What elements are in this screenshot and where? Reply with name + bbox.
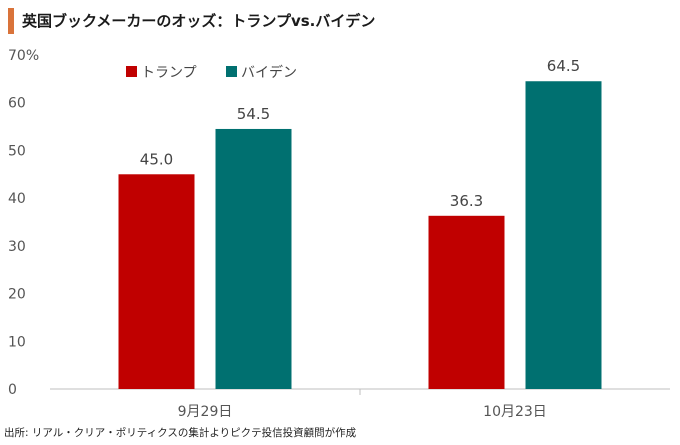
y-tick-label: 0	[8, 382, 17, 398]
legend-swatch	[126, 66, 137, 77]
bar	[428, 215, 505, 389]
title-accent-bar	[8, 8, 14, 34]
y-tick-label: 70%	[8, 48, 39, 64]
y-tick-label: 40	[8, 191, 26, 207]
y-tick-label: 60	[8, 96, 26, 112]
data-label: 36.3	[450, 192, 483, 210]
bar	[215, 128, 292, 389]
x-tick-label: 9月29日	[178, 404, 233, 420]
y-tick-label: 50	[8, 143, 26, 159]
x-tick-label: 10月23日	[483, 404, 547, 420]
legend-label: トランプ	[141, 65, 197, 81]
y-tick-label: 10	[8, 334, 26, 350]
legend-swatch	[226, 66, 237, 77]
bar	[118, 174, 195, 389]
chart-title: 英国ブックメーカーのオッズ：トランプvs.バイデン	[22, 12, 376, 30]
source-note: 出所: リアル・クリア・ポリティクスの集計よりピクテ投信投資顧問が作成	[4, 427, 357, 439]
y-tick-label: 20	[8, 287, 26, 303]
bar	[525, 81, 602, 389]
data-label: 64.5	[547, 57, 580, 75]
y-tick-label: 30	[8, 239, 26, 255]
data-label: 54.5	[237, 105, 270, 123]
legend-label: バイデン	[241, 64, 297, 81]
data-label: 45.0	[140, 150, 173, 168]
